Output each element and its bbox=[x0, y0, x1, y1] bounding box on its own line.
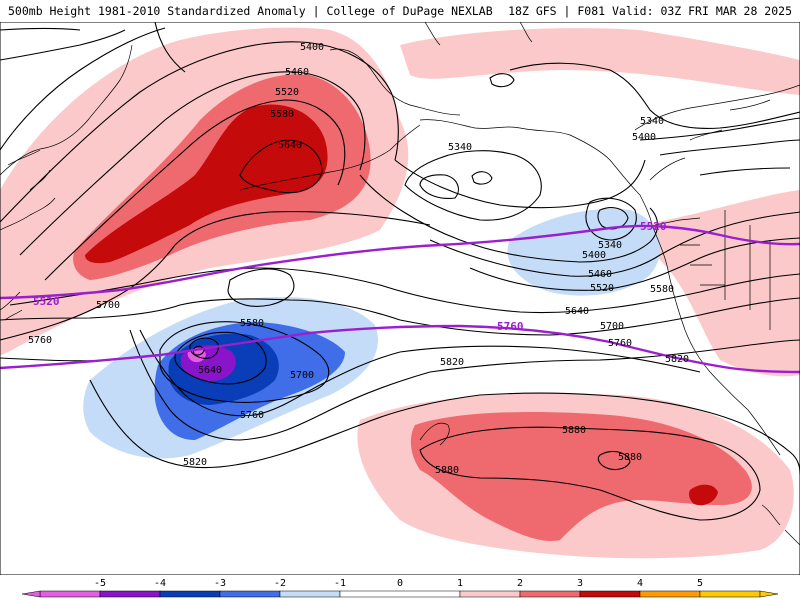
contour-label: 5400 bbox=[582, 250, 606, 261]
contour-label: 5640 bbox=[198, 365, 222, 376]
highlight-contours bbox=[0, 224, 800, 374]
anomaly-positive-dark bbox=[85, 104, 718, 506]
contour-label: 5880 bbox=[618, 452, 642, 463]
contour-label: 5580 bbox=[240, 318, 264, 329]
highlight-contour-label: 5520 bbox=[640, 220, 667, 233]
contour-label: 5760 bbox=[240, 410, 264, 421]
colorbar-tick-label: 5 bbox=[697, 578, 703, 589]
colorbar-bin bbox=[699, 590, 761, 598]
highlight-contour-label: 5520 bbox=[33, 295, 60, 308]
colorbar-tick-label: 1 bbox=[457, 578, 463, 589]
contour-label: 5580 bbox=[650, 284, 674, 295]
colorbar-right-arrow bbox=[759, 590, 779, 598]
colorbar-tick-label: -1 bbox=[334, 578, 346, 589]
weather-map: 5400 5460 5520 5580 5640 5340 5340 5400 … bbox=[0, 22, 800, 575]
colorbar-bin bbox=[339, 590, 461, 598]
colorbar-tick-label: -2 bbox=[274, 578, 286, 589]
contour-label: 5880 bbox=[562, 425, 586, 436]
contour-label: 5640 bbox=[565, 306, 589, 317]
contour-label: 5520 bbox=[590, 283, 614, 294]
anomaly-colorbar: -5 -4 -3 -2 -1 0 1 2 3 4 5 bbox=[21, 578, 779, 598]
contour-label: 5760 bbox=[608, 338, 632, 349]
colorbar-tick-label: -4 bbox=[154, 578, 166, 589]
contour-label: 5460 bbox=[588, 269, 612, 280]
height-contours bbox=[0, 22, 800, 521]
colorbar-bin bbox=[159, 590, 221, 598]
contour-label: 5820 bbox=[440, 357, 464, 368]
contour-label: 5340 bbox=[448, 142, 472, 153]
colorbar-bin bbox=[279, 590, 341, 598]
colorbar-tick-label: 3 bbox=[577, 578, 583, 589]
colorbar-left-arrow bbox=[21, 590, 41, 598]
contour-label: 5340 bbox=[598, 240, 622, 251]
highlight-contour-labels: 5520 5520 5760 bbox=[33, 220, 667, 333]
contour-label: 5700 bbox=[290, 370, 314, 381]
run-info: 18Z GFS | F081 Valid: 03Z FRI MAR 28 202… bbox=[508, 4, 792, 18]
contour-label: 5400 bbox=[300, 42, 324, 53]
contour-label: 5700 bbox=[600, 321, 624, 332]
contour-label: 5820 bbox=[183, 457, 207, 468]
colorbar-bin bbox=[639, 590, 701, 598]
colorbar-tick-labels: -5 -4 -3 -2 -1 0 1 2 3 4 5 bbox=[94, 578, 703, 589]
colorbar-bin bbox=[579, 590, 641, 598]
contour-label: 5340 bbox=[640, 116, 664, 127]
contour-label: 5460 bbox=[285, 67, 309, 78]
contour-labels: 5400 5460 5520 5580 5640 5340 5340 5400 … bbox=[28, 42, 689, 476]
colorbar-bin bbox=[459, 590, 521, 598]
colorbar-tick-label: 4 bbox=[637, 578, 643, 589]
contour-label: 5820 bbox=[665, 354, 689, 365]
colorbar-bin bbox=[519, 590, 581, 598]
highlight-contour-label: 5760 bbox=[497, 320, 524, 333]
contour-label: 5520 bbox=[275, 87, 299, 98]
colorbar-bin bbox=[219, 590, 281, 598]
colorbar-tick-label: -3 bbox=[214, 578, 226, 589]
contour-label: 5700 bbox=[96, 300, 120, 311]
contour-label: 5580 bbox=[270, 109, 294, 120]
colorbar-tick-label: -5 bbox=[94, 578, 106, 589]
colorbar-bins bbox=[21, 590, 779, 598]
contour-label: 5400 bbox=[632, 132, 656, 143]
colorbar-bin bbox=[99, 590, 161, 598]
map-title: 500mb Height 1981-2010 Standardized Anom… bbox=[8, 4, 493, 18]
contour-label: 5880 bbox=[435, 465, 459, 476]
contour-label: 5760 bbox=[28, 335, 52, 346]
colorbar-tick-label: 0 bbox=[397, 578, 403, 589]
colorbar-tick-label: 2 bbox=[517, 578, 523, 589]
contour-label: 5640 bbox=[278, 140, 302, 151]
map-header: 500mb Height 1981-2010 Standardized Anom… bbox=[0, 0, 800, 22]
colorbar-bin bbox=[39, 590, 101, 598]
